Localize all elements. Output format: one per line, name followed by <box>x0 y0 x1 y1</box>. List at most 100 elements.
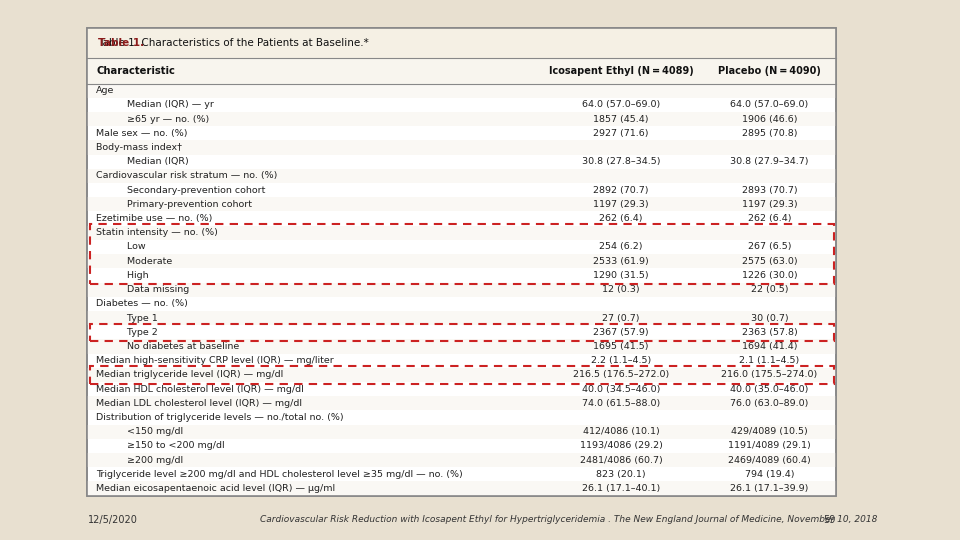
Text: Median eicosapentaenoic acid level (IQR) — μg/ml: Median eicosapentaenoic acid level (IQR)… <box>96 484 335 493</box>
Text: 64.0 (57.0–69.0): 64.0 (57.0–69.0) <box>582 100 660 110</box>
Text: Primary-prevention cohort: Primary-prevention cohort <box>117 200 252 209</box>
Text: 429/4089 (10.5): 429/4089 (10.5) <box>732 427 808 436</box>
Text: No diabetes at baseline: No diabetes at baseline <box>117 342 239 351</box>
FancyBboxPatch shape <box>87 453 836 467</box>
Text: 2895 (70.8): 2895 (70.8) <box>742 129 797 138</box>
Text: 59: 59 <box>824 515 836 525</box>
Text: 412/4086 (10.1): 412/4086 (10.1) <box>583 427 660 436</box>
Text: 1197 (29.3): 1197 (29.3) <box>742 200 798 209</box>
Text: 262 (6.4): 262 (6.4) <box>748 214 791 223</box>
Text: Statin intensity — no. (%): Statin intensity — no. (%) <box>96 228 218 237</box>
Text: 12/5/2020: 12/5/2020 <box>87 515 137 525</box>
Text: 26.1 (17.1–40.1): 26.1 (17.1–40.1) <box>582 484 660 493</box>
Text: 794 (19.4): 794 (19.4) <box>745 470 794 479</box>
Text: 22 (0.5): 22 (0.5) <box>751 285 788 294</box>
Text: 1197 (29.3): 1197 (29.3) <box>593 200 649 209</box>
Text: Characteristic: Characteristic <box>96 66 175 76</box>
Text: 262 (6.4): 262 (6.4) <box>599 214 643 223</box>
Text: Median high-sensitivity CRP level (IQR) — mg/liter: Median high-sensitivity CRP level (IQR) … <box>96 356 334 365</box>
Text: 30 (0.7): 30 (0.7) <box>751 314 788 322</box>
Text: 1191/4089 (29.1): 1191/4089 (29.1) <box>728 441 811 450</box>
Text: Cardiovascular Risk Reduction with Icosapent Ethyl for Hypertriglyceridemia . Th: Cardiovascular Risk Reduction with Icosa… <box>259 515 876 524</box>
Text: Age: Age <box>96 86 114 95</box>
Text: 64.0 (57.0–69.0): 64.0 (57.0–69.0) <box>731 100 808 110</box>
Text: Median LDL cholesterol level (IQR) — mg/dl: Median LDL cholesterol level (IQR) — mg/… <box>96 399 302 408</box>
FancyBboxPatch shape <box>87 58 836 84</box>
Text: 76.0 (63.0–89.0): 76.0 (63.0–89.0) <box>731 399 808 408</box>
Text: 2469/4089 (60.4): 2469/4089 (60.4) <box>728 456 811 464</box>
Text: 267 (6.5): 267 (6.5) <box>748 242 791 252</box>
Text: Distribution of triglyceride levels — no./total no. (%): Distribution of triglyceride levels — no… <box>96 413 344 422</box>
Text: 216.5 (176.5–272.0): 216.5 (176.5–272.0) <box>573 370 669 380</box>
Text: 2367 (57.9): 2367 (57.9) <box>593 328 649 337</box>
Text: 2.2 (1.1–4.5): 2.2 (1.1–4.5) <box>591 356 651 365</box>
FancyBboxPatch shape <box>87 28 836 58</box>
Text: 2533 (61.9): 2533 (61.9) <box>593 256 649 266</box>
Text: 12 (0.3): 12 (0.3) <box>602 285 640 294</box>
Text: 2892 (70.7): 2892 (70.7) <box>593 186 649 194</box>
Text: 823 (20.1): 823 (20.1) <box>596 470 646 479</box>
Text: Icosapent Ethyl (N = 4089): Icosapent Ethyl (N = 4089) <box>549 66 693 76</box>
Text: ≥200 mg/dl: ≥200 mg/dl <box>117 456 182 464</box>
FancyBboxPatch shape <box>87 424 836 439</box>
FancyBboxPatch shape <box>87 140 836 154</box>
FancyBboxPatch shape <box>87 226 836 240</box>
Text: 1695 (41.5): 1695 (41.5) <box>593 342 649 351</box>
Text: <150 mg/dl: <150 mg/dl <box>117 427 182 436</box>
FancyBboxPatch shape <box>87 84 836 98</box>
Text: 26.1 (17.1–39.9): 26.1 (17.1–39.9) <box>731 484 808 493</box>
Text: 216.0 (175.5–274.0): 216.0 (175.5–274.0) <box>721 370 818 380</box>
Text: Ezetimibe use — no. (%): Ezetimibe use — no. (%) <box>96 214 212 223</box>
Text: 254 (6.2): 254 (6.2) <box>599 242 643 252</box>
Text: Type 2: Type 2 <box>117 328 157 337</box>
Text: 27 (0.7): 27 (0.7) <box>602 314 639 322</box>
FancyBboxPatch shape <box>87 396 836 410</box>
Text: Table 1.: Table 1. <box>98 38 144 48</box>
Text: Median triglyceride level (IQR) — mg/dl: Median triglyceride level (IQR) — mg/dl <box>96 370 283 380</box>
Text: Male sex — no. (%): Male sex — no. (%) <box>96 129 187 138</box>
Text: Placebo (N = 4090): Placebo (N = 4090) <box>718 66 821 76</box>
FancyBboxPatch shape <box>87 112 836 126</box>
Text: 1193/4086 (29.2): 1193/4086 (29.2) <box>580 441 662 450</box>
Text: 40.0 (35.0–46.0): 40.0 (35.0–46.0) <box>731 384 808 394</box>
Text: 74.0 (61.5–88.0): 74.0 (61.5–88.0) <box>582 399 660 408</box>
FancyBboxPatch shape <box>87 482 836 496</box>
FancyBboxPatch shape <box>87 197 836 212</box>
Text: Median (IQR) — yr: Median (IQR) — yr <box>117 100 213 110</box>
Text: 1694 (41.4): 1694 (41.4) <box>742 342 797 351</box>
Text: Median (IQR): Median (IQR) <box>117 157 188 166</box>
Text: 1290 (31.5): 1290 (31.5) <box>593 271 649 280</box>
Text: Body-mass index†: Body-mass index† <box>96 143 182 152</box>
FancyBboxPatch shape <box>87 311 836 325</box>
Text: 2481/4086 (60.7): 2481/4086 (60.7) <box>580 456 662 464</box>
Text: 40.0 (34.5–46.0): 40.0 (34.5–46.0) <box>582 384 660 394</box>
Text: 30.8 (27.8–34.5): 30.8 (27.8–34.5) <box>582 157 660 166</box>
Text: Table 1. Characteristics of the Patients at Baseline.*: Table 1. Characteristics of the Patients… <box>98 38 369 48</box>
Text: Low: Low <box>117 242 145 252</box>
Text: Data missing: Data missing <box>117 285 189 294</box>
FancyBboxPatch shape <box>87 368 836 382</box>
Text: ≥150 to <200 mg/dl: ≥150 to <200 mg/dl <box>117 441 225 450</box>
Text: Moderate: Moderate <box>117 256 172 266</box>
Text: 1906 (46.6): 1906 (46.6) <box>742 114 797 124</box>
FancyBboxPatch shape <box>87 282 836 296</box>
Text: 2893 (70.7): 2893 (70.7) <box>742 186 798 194</box>
Text: 2363 (57.8): 2363 (57.8) <box>742 328 798 337</box>
FancyBboxPatch shape <box>87 339 836 354</box>
FancyBboxPatch shape <box>87 254 836 268</box>
FancyBboxPatch shape <box>87 169 836 183</box>
Text: Median HDL cholesterol level (IQR) — mg/dl: Median HDL cholesterol level (IQR) — mg/… <box>96 384 303 394</box>
Text: Secondary-prevention cohort: Secondary-prevention cohort <box>117 186 265 194</box>
FancyBboxPatch shape <box>87 28 836 496</box>
Text: High: High <box>117 271 148 280</box>
Text: 1857 (45.4): 1857 (45.4) <box>593 114 649 124</box>
Text: 2.1 (1.1–4.5): 2.1 (1.1–4.5) <box>739 356 800 365</box>
Text: Diabetes — no. (%): Diabetes — no. (%) <box>96 299 188 308</box>
Text: 30.8 (27.9–34.7): 30.8 (27.9–34.7) <box>731 157 808 166</box>
Text: 2927 (71.6): 2927 (71.6) <box>593 129 649 138</box>
Text: 1226 (30.0): 1226 (30.0) <box>742 271 798 280</box>
Text: Type 1: Type 1 <box>117 314 157 322</box>
Text: Cardiovascular risk stratum — no. (%): Cardiovascular risk stratum — no. (%) <box>96 171 277 180</box>
Text: Triglyceride level ≥200 mg/dl and HDL cholesterol level ≥35 mg/dl — no. (%): Triglyceride level ≥200 mg/dl and HDL ch… <box>96 470 463 479</box>
Text: ≥65 yr — no. (%): ≥65 yr — no. (%) <box>117 114 209 124</box>
